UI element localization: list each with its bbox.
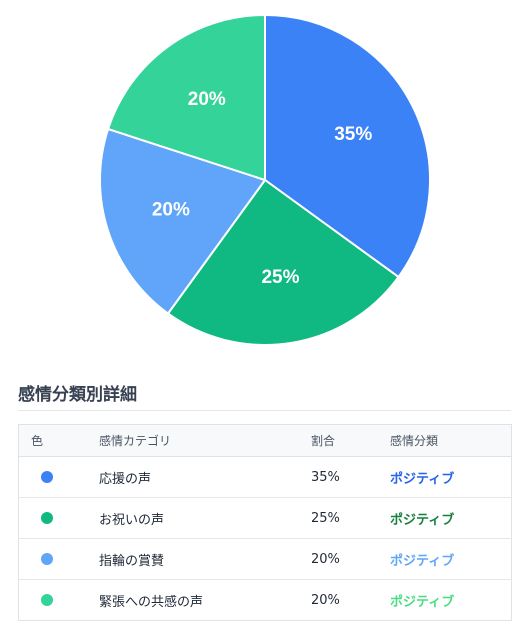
header-ratio: 割合 [311,424,390,457]
table-row: お祝いの声 25% ポジティブ [18,497,512,539]
header-category: 感情カテゴリ [99,424,311,457]
color-cell [18,538,99,580]
header-color: 色 [18,424,99,457]
ratio-cell: 25% [311,497,390,539]
category-cell: 応援の声 [99,456,311,498]
table-row: 応援の声 35% ポジティブ [18,456,512,498]
color-dot [41,553,53,565]
pie-slice-label: 20% [188,89,226,110]
color-dot [41,594,53,606]
table-row: 指輪の賞賛 20% ポジティブ [18,538,512,580]
pie-chart-svg: 35% 25% 20% 20% [99,13,431,347]
color-cell [18,456,99,498]
detail-section-title: 感情分類別詳細 [18,385,137,405]
pie-slice-label: 20% [152,200,190,221]
category-cell: お祝いの声 [99,497,311,539]
pie-slice-label: 25% [261,267,299,288]
ratio-cell: 35% [311,456,390,498]
sentiment-cell: ポジティブ [390,594,455,610]
ratio-cell: 20% [311,538,390,580]
color-cell [18,497,99,539]
pie-slice-label: 35% [334,124,372,145]
pie-slice [264,13,431,279]
pie-slice [166,178,400,347]
table-header-row: 色 感情カテゴリ 割合 感情分類 [18,424,512,457]
category-cell: 緊張への共感の声 [99,594,204,610]
pie-slice [106,13,266,182]
section-divider [18,410,511,411]
detail-table: 色 感情カテゴリ 割合 感情分類 応援の声 35% ポジティブ お祝いの声 25… [18,424,512,621]
color-dot [41,471,53,483]
sentiment-cell: ポジティブ [390,538,512,580]
color-dot [41,512,53,524]
category-cell: 指輪の賞賛 [99,538,311,580]
pie-chart: 35% 25% 20% 20% [99,13,431,347]
table-row: 緊張への共感の声 20% ポジティブ [19,580,512,621]
header-sentiment: 感情分類 [390,424,512,457]
pie-slice [99,127,267,315]
sentiment-cell: ポジティブ [390,497,512,539]
color-cell [19,580,100,621]
sentiment-cell: ポジティブ [390,456,512,498]
ratio-cell: 20% [311,592,340,608]
